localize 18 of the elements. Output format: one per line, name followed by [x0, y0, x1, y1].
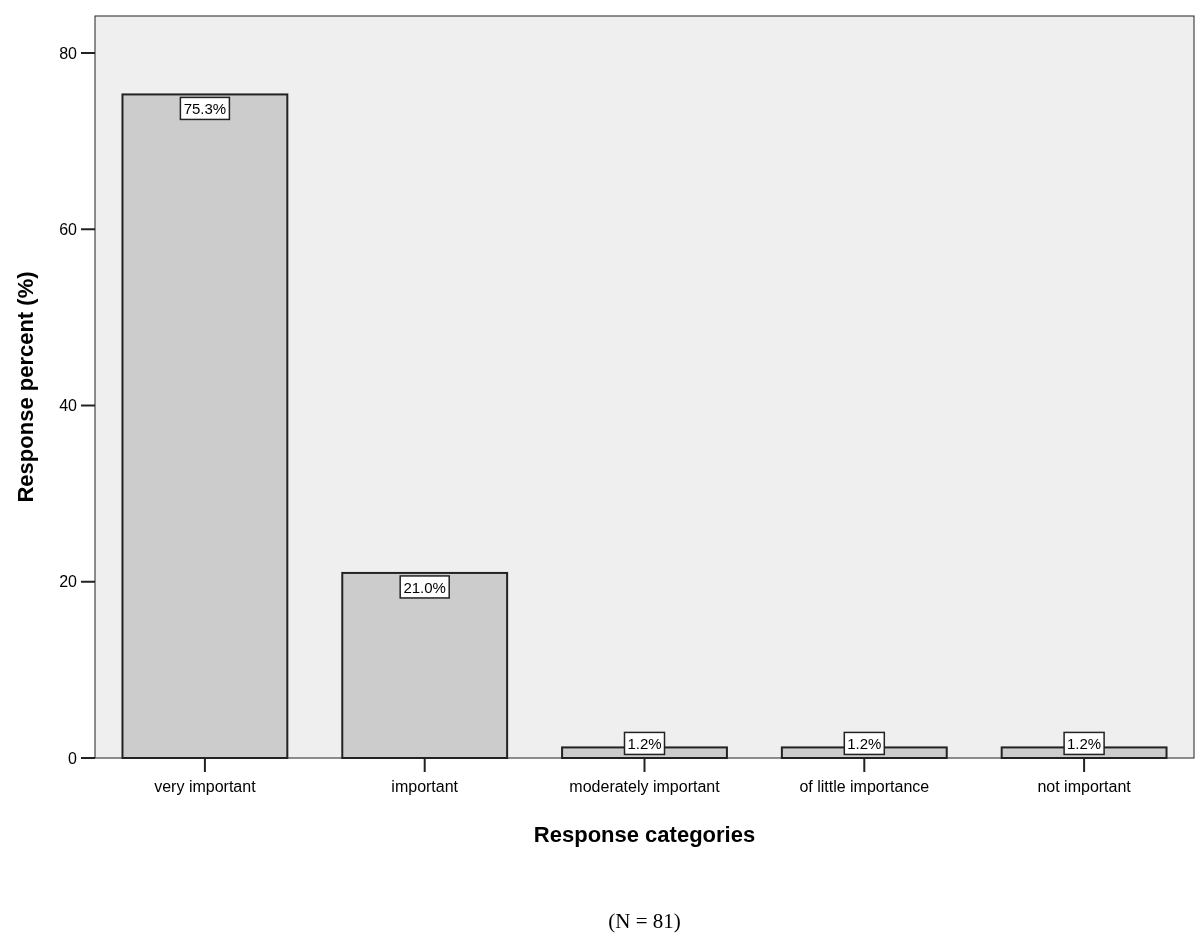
y-tick-label: 80 — [59, 44, 78, 62]
data-label: 75.3% — [183, 100, 227, 118]
x-tick-label: not important — [1037, 778, 1132, 795]
x-tick-label: of little importance — [799, 778, 930, 795]
y-axis-title: Response percent (%) — [13, 271, 38, 503]
y-tick-label: 20 — [59, 573, 78, 591]
x-axis-title: Response categories — [533, 822, 756, 847]
data-label: 1.2% — [627, 735, 662, 753]
y-tick-label: 0 — [68, 749, 78, 767]
x-tick-label: important — [391, 778, 459, 795]
y-tick-label: 60 — [59, 220, 78, 238]
text: (N = 81) — [608, 909, 681, 933]
data-label: 21.0% — [403, 578, 446, 596]
y-tick-label: 40 — [59, 397, 78, 415]
data-label: 1.2% — [847, 735, 882, 753]
data-label: 1.2% — [1067, 735, 1102, 753]
x-tick-label: very important — [154, 778, 257, 795]
x-tick-label: moderately important — [569, 778, 721, 795]
